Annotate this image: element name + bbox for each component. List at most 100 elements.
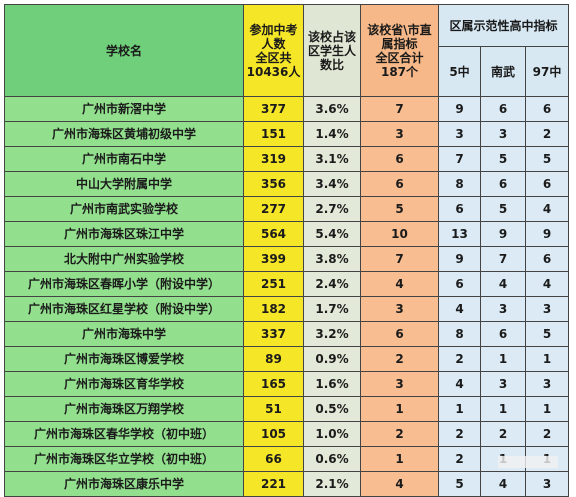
- cell-97zhong: 5: [525, 321, 569, 347]
- cell-school: 广州市海珠区春晖小学（附设中学）: [4, 271, 244, 297]
- table-row: 广州市海珠中学 337 3.2% 6 8 6 5: [4, 321, 569, 347]
- cell-5zhong: 4: [438, 371, 481, 397]
- cell-quota: 1: [360, 446, 439, 472]
- cell-5zhong: 1: [438, 396, 481, 422]
- cell-97zhong: 1: [525, 346, 569, 372]
- table-row: 广州市海珠区华立学校（初中班）660.6%1211: [4, 446, 569, 472]
- header-school: 学校名: [4, 4, 244, 97]
- cell-97zhong: 9: [525, 221, 569, 247]
- cell-candidates: 319: [243, 146, 304, 172]
- cell-quota: 3: [360, 296, 439, 322]
- cell-candidates: 251: [243, 271, 304, 297]
- cell-quota: 7: [360, 246, 439, 272]
- cell-school: 广州市海珠区万翔学校: [4, 396, 244, 422]
- table-row: 广州市海珠区黄埔初级中学 151 1.4% 3 3 3 2: [4, 121, 569, 147]
- cell-quota: 4: [360, 271, 439, 297]
- cell-ratio: 2.7%: [303, 196, 361, 222]
- cell-school: 北大附中广州实验学校: [4, 246, 244, 272]
- cell-ratio: 3.1%: [303, 146, 361, 172]
- cell-nanwu: 7: [480, 246, 526, 272]
- cell-nanwu: 5: [480, 146, 526, 172]
- cell-nanwu: 6: [480, 321, 526, 347]
- cell-5zhong: 9: [438, 96, 481, 122]
- cell-quota: 2: [360, 346, 439, 372]
- header-candidates: 参加中考 人数 全区共 10436人: [243, 4, 304, 97]
- cell-school: 广州市海珠区康乐中学: [4, 471, 244, 497]
- header-quota-line2: 属指标: [381, 36, 418, 51]
- cell-5zhong: 8: [438, 171, 481, 197]
- cell-ratio: 0.9%: [303, 346, 361, 372]
- table-row: 广州市南武实验学校 277 2.7% 5 6 5 4: [4, 196, 569, 222]
- table-row: 北大附中广州实验学校 399 3.8% 7 9 7 6: [4, 246, 569, 272]
- cell-school: 广州市南石中学: [4, 146, 244, 172]
- cell-ratio: 2.4%: [303, 271, 361, 297]
- cell-candidates: 564: [243, 221, 304, 247]
- cell-candidates: 66: [243, 446, 304, 472]
- cell-5zhong: 5: [438, 471, 481, 497]
- cell-97zhong: 4: [525, 271, 569, 297]
- cell-ratio: 3.4%: [303, 171, 361, 197]
- table-row: 广州市海珠区康乐中学 221 2.1% 4 5 4 3: [4, 471, 569, 497]
- header-ratio-line2: 区学生人: [307, 43, 356, 58]
- header-candidates-line4: 10436人: [246, 64, 301, 79]
- cell-quota: 4: [360, 471, 439, 497]
- cell-ratio: 1.4%: [303, 121, 361, 147]
- cell-candidates: 399: [243, 246, 304, 272]
- table-row: 广州市新滘中学 377 3.6% 7 9 6 6: [4, 96, 569, 122]
- cell-quota: 3: [360, 121, 439, 147]
- header-candidates-line3: 全区共: [255, 50, 292, 65]
- header-ratio-line1: 该校占该: [307, 29, 356, 44]
- cell-97zhong: 4: [525, 196, 569, 222]
- cell-ratio: 1.0%: [303, 421, 361, 447]
- cell-nanwu: 9: [480, 221, 526, 247]
- header-col-97zhong: 97中: [525, 46, 569, 97]
- cell-quota: 2: [360, 421, 439, 447]
- table-row: 广州市海珠区万翔学校 51 0.5% 1 1 1 1: [4, 396, 569, 422]
- cell-5zhong: 9: [438, 246, 481, 272]
- cell-candidates: 51: [243, 396, 304, 422]
- cell-quota: 7: [360, 96, 439, 122]
- header-quota-line1: 该校省\市直: [367, 22, 432, 37]
- cell-nanwu: 3: [480, 121, 526, 147]
- cell-ratio: 0.5%: [303, 396, 361, 422]
- cell-school: 广州市海珠区博爱学校: [4, 346, 244, 372]
- cell-candidates: 165: [243, 371, 304, 397]
- cell-97zhong: 6: [525, 96, 569, 122]
- cell-school: 广州市海珠区育华学校: [4, 371, 244, 397]
- header-quota-line3: 全区合计: [375, 50, 424, 65]
- cell-97zhong: 3: [525, 296, 569, 322]
- table-row: 广州市海珠区珠江中学 564 5.4% 10 13 9 9: [4, 221, 569, 247]
- cell-ratio: 1.6%: [303, 371, 361, 397]
- cell-ratio: 5.4%: [303, 221, 361, 247]
- cell-97zhong: 6: [525, 171, 569, 197]
- header-candidates-line1: 参加中考: [249, 22, 298, 37]
- cell-candidates: 221: [243, 471, 304, 497]
- cell-ratio: 2.1%: [303, 471, 361, 497]
- cell-nanwu: 4: [480, 271, 526, 297]
- cell-quota: 1: [360, 396, 439, 422]
- cell-nanwu: 6: [480, 96, 526, 122]
- cell-5zhong: 8: [438, 321, 481, 347]
- cell-candidates: 105: [243, 421, 304, 447]
- table-row: 中山大学附属中学 356 3.4% 6 8 6 6: [4, 171, 569, 197]
- cell-school: 广州市海珠区珠江中学: [4, 221, 244, 247]
- cell-5zhong: 13: [438, 221, 481, 247]
- cell-candidates: 89: [243, 346, 304, 372]
- cell-5zhong: 2: [438, 421, 481, 447]
- table-row: 广州市海珠区育华学校 165 1.6% 3 4 3 3: [4, 371, 569, 397]
- table-row: 广州市海珠区春华学校（初中班） 105 1.0% 2 2 2 2: [4, 421, 569, 447]
- cell-school: 广州市海珠区黄埔初级中学: [4, 121, 244, 147]
- header-candidates-line2: 人数: [261, 36, 286, 51]
- watermark: [498, 456, 558, 468]
- cell-97zhong: 6: [525, 246, 569, 272]
- cell-5zhong: 6: [438, 271, 481, 297]
- header-demo-group-label: 区属示范性高中指标: [449, 18, 558, 33]
- cell-nanwu: 1: [480, 396, 526, 422]
- cell-candidates: 151: [243, 121, 304, 147]
- table-row: 广州市海珠区博爱学校 89 0.9% 2 2 1 1: [4, 346, 569, 372]
- cell-nanwu: 6: [480, 171, 526, 197]
- cell-candidates: 377: [243, 96, 304, 122]
- table-row: 广州市海珠区红星学校（附设中学） 182 1.7% 3 4 3 3: [4, 296, 569, 322]
- cell-candidates: 356: [243, 171, 304, 197]
- cell-school: 中山大学附属中学: [4, 171, 244, 197]
